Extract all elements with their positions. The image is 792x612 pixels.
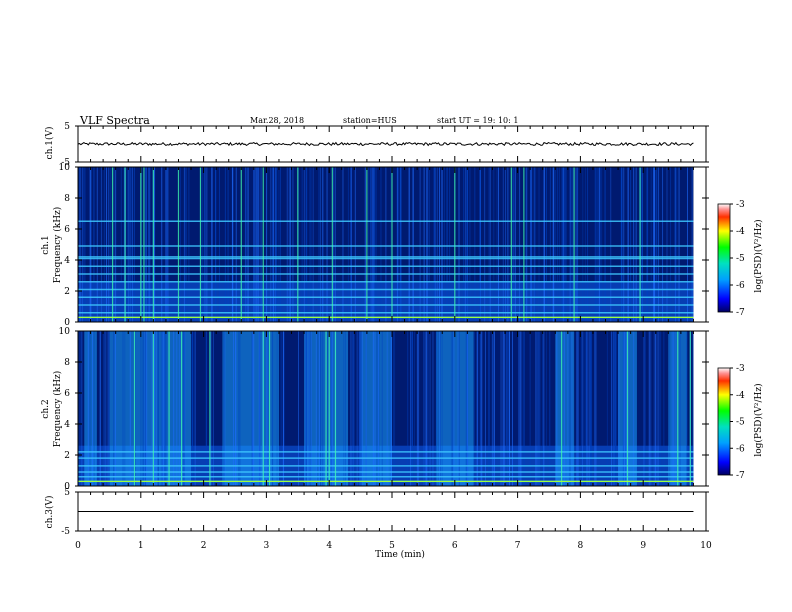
ch1-colorbar: -3 -4 -5 -6 -7: [717, 200, 745, 318]
figure-title: VLF Spectra: [79, 114, 150, 127]
x-tick-label: 8: [578, 541, 584, 551]
y-tick-label: 5: [64, 122, 70, 132]
x-tick-label: 6: [452, 541, 458, 551]
y-tick-label: 5: [64, 488, 70, 498]
colorbar-tick-label: -6: [736, 444, 745, 454]
ch2-spectrogram-panel: 0 2 4 6 8 10: [59, 327, 709, 492]
ch1-spec-ylabel-freq: Frequency (kHz): [52, 207, 63, 284]
ch1-spectrogram-panel: 0 2 4 6 8 10: [59, 163, 709, 328]
ch1-colorbar-label: log(PSD)(V²/Hz): [753, 219, 764, 292]
y-tick-label: 10: [59, 327, 71, 337]
ch2-spec-ylabel-freq: Frequency (kHz): [52, 371, 63, 448]
activity-interval: [84, 331, 97, 486]
ch3-waveform-panel: 5 -5 0 1 2 3 4 5 6 7 8 9 10: [61, 488, 712, 551]
colorbar-tick-label: -3: [736, 200, 745, 210]
y-tick-label: 8: [64, 358, 70, 368]
colorbar-tick-label: -5: [736, 418, 745, 428]
x-tick-label: 3: [264, 541, 270, 551]
colorbar-tick-label: -3: [736, 364, 745, 374]
waveform-trace: [77, 141, 694, 147]
y-tick-label: 6: [64, 389, 70, 399]
colorbar-tick-label: -7: [736, 471, 745, 481]
ch3-waveform-ylabel: ch.3(V): [44, 496, 55, 529]
x-tick-label: 0: [75, 541, 81, 551]
x-tick-label: 4: [326, 541, 332, 551]
y-tick-label: 0: [64, 482, 70, 492]
y-tick-label: 0: [64, 318, 70, 328]
y-tick-label: 2: [64, 451, 70, 461]
y-tick-label: 4: [64, 420, 70, 430]
x-tick-label: 1: [138, 541, 144, 551]
ch1-spec-ylabel: ch.1: [41, 235, 51, 254]
activity-interval: [109, 331, 192, 486]
colorbar-gradient: [717, 367, 731, 476]
x-tick-label: 7: [515, 541, 521, 551]
colorbar-tick-label: -5: [736, 254, 745, 264]
y-tick-label: 4: [64, 256, 70, 266]
x-tick-label: 10: [700, 541, 712, 551]
station-label: station=HUS: [343, 116, 397, 125]
x-tick-label: 9: [640, 541, 646, 551]
y-tick-label: -5: [61, 158, 70, 168]
colorbar-tick-label: -6: [736, 281, 745, 291]
y-tick-label: 10: [59, 163, 71, 173]
colorbar-tick-label: -7: [736, 308, 745, 318]
y-tick-label: -5: [61, 527, 70, 537]
x-tick-label: 2: [201, 541, 207, 551]
ch2-spec-ylabel: ch.2: [41, 399, 51, 418]
ch1-waveform-panel: 5 -5: [61, 122, 709, 168]
x-tick-label: 5: [389, 541, 395, 551]
ch1-waveform-ylabel: ch.1(V): [44, 127, 55, 160]
start-time-label: start UT = 19: 10: 1: [437, 116, 518, 125]
colorbar-tick-label: -4: [736, 391, 745, 401]
activity-interval: [222, 331, 279, 486]
colorbar-gradient: [717, 203, 731, 313]
y-tick-label: 6: [64, 225, 70, 235]
y-tick-label: 2: [64, 287, 70, 297]
ch2-colorbar-label: log(PSD)(V²/Hz): [753, 383, 764, 456]
y-tick-label: 8: [64, 194, 70, 204]
colorbar-tick-label: -4: [736, 227, 745, 237]
ch2-colorbar: -3 -4 -5 -6 -7: [717, 364, 745, 481]
date-label: Mar.28, 2018: [250, 116, 304, 125]
x-axis-label: Time (min): [375, 549, 425, 560]
